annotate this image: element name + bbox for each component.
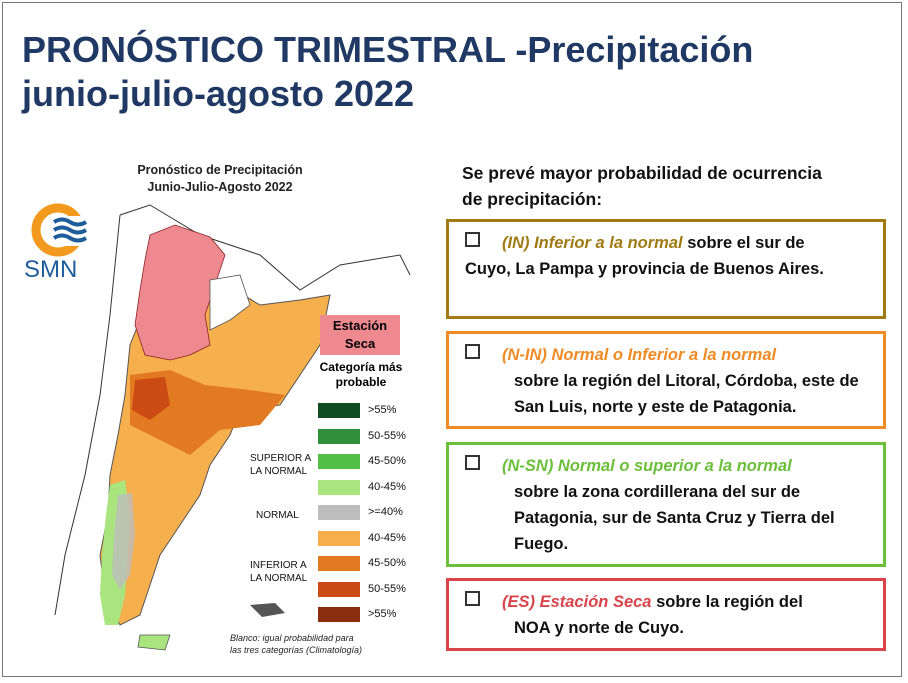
- legend-label: 40-45%: [368, 480, 406, 493]
- footnote-line-1: Blanco: igual probabilidad para: [230, 633, 354, 643]
- legend-heading-line-2: probable: [335, 375, 387, 389]
- group-superior-line-1: SUPERIOR A: [250, 453, 312, 464]
- smn-logo-icon: [31, 203, 94, 257]
- forecast-text-rest: sobre la región del Litoral, Córdoba, es…: [514, 372, 859, 416]
- footnote-line-2: las tres categorías (Climatología): [230, 645, 363, 655]
- group-superior-line-2: LA NORMAL: [250, 466, 308, 477]
- page-title: PRONÓSTICO TRIMESTRAL -Precipitación jun…: [22, 28, 753, 116]
- forecast-intro: Se prevé mayor probabilidad de ocurrenci…: [462, 160, 882, 212]
- region-inferior-50-55: [132, 377, 170, 420]
- legend-label: >=40%: [368, 506, 403, 518]
- region-inferior-45-50: [130, 370, 285, 455]
- argentina-forecast-map: [54, 204, 411, 651]
- islas-malvinas-shape: [250, 603, 285, 617]
- forecast-box-normal-inferior: (N-IN) Normal o Inferior a la normal sob…: [446, 331, 886, 429]
- region-climatologia: [209, 274, 251, 331]
- region-estacion-seca: [134, 224, 226, 361]
- forecast-box-inferior: (IN) Inferior a la normal sobre el sur d…: [446, 219, 886, 319]
- forecast-text-rest: Cuyo, La Pampa y provincia de Buenos Air…: [465, 260, 824, 278]
- forecast-text-first: sobre el sur de: [682, 234, 805, 252]
- forecast-tag: (ES) Estación Seca: [502, 593, 652, 611]
- forecast-text-rest: NOA y norte de Cuyo.: [514, 619, 684, 637]
- region-tierra-del-fuego: [137, 634, 171, 651]
- forecast-box-normal-superior: (N-SN) Normal o superior a la normal sob…: [446, 442, 886, 567]
- legend-swatch: [318, 581, 360, 597]
- legend-label: 50-55%: [368, 429, 406, 442]
- legend-label: 45-50%: [368, 455, 406, 467]
- group-inferior-line-1: INFERIOR A: [250, 560, 307, 571]
- forecast-box-estacion-seca: (ES) Estación Seca sobre la región del N…: [446, 578, 886, 651]
- intro-line-1: Se prevé mayor probabilidad de ocurrenci…: [462, 163, 822, 183]
- checkbox-icon: [465, 232, 480, 247]
- map-title-line-1: Pronóstico de Precipitación: [137, 163, 303, 177]
- legend-swatch: [318, 428, 360, 444]
- legend-swatch: [318, 479, 360, 495]
- forecast-tag: (IN) Inferior a la normal: [502, 234, 683, 252]
- forecast-text-first: sobre la región del: [651, 593, 803, 611]
- legend-swatch: [318, 530, 360, 546]
- title-line-1: PRONÓSTICO TRIMESTRAL -Precipitación: [22, 29, 754, 70]
- legend-swatch: [318, 505, 360, 520]
- border-lines: [119, 204, 411, 291]
- legend-label: >55%: [368, 608, 397, 620]
- legend-swatch: [318, 454, 360, 469]
- legend-group-normal: NORMAL: [256, 510, 299, 521]
- legend-group-superior: SUPERIOR A LA NORMAL: [250, 452, 311, 478]
- legend-swatch: [318, 607, 360, 622]
- slide-frame: [2, 2, 902, 677]
- seca-line-2: Seca: [344, 336, 376, 351]
- region-normal-inferior: [99, 274, 331, 626]
- legend-heading-line-1: Categoría más: [319, 360, 403, 374]
- chile-border-line: [54, 214, 121, 616]
- forecast-text-rest: sobre la zona cordillerana del sur de Pa…: [514, 483, 835, 553]
- smn-logo-text: SMN: [24, 256, 78, 283]
- legend-label: 50-55%: [368, 582, 406, 595]
- legend-swatch: [318, 403, 360, 418]
- map-title-line-2: Junio-Julio-Agosto 2022: [147, 180, 293, 194]
- checkbox-icon: [465, 344, 480, 359]
- legend-label: >55%: [368, 404, 397, 416]
- map-title: Pronóstico de Precipitación Junio-Julio-…: [105, 162, 335, 196]
- legend-label: 45-50%: [368, 557, 406, 569]
- legend-group-inferior: INFERIOR A LA NORMAL: [250, 559, 307, 585]
- map-footnote: Blanco: igual probabilidad para las tres…: [230, 632, 362, 656]
- seca-line-1: Estación: [332, 318, 388, 333]
- checkbox-icon: [465, 591, 480, 606]
- checkbox-icon: [465, 455, 480, 470]
- legend-label: 40-45%: [368, 531, 406, 544]
- forecast-tag: (N-SN) Normal o superior a la normal: [502, 457, 792, 475]
- forecast-tag: (N-IN) Normal o Inferior a la normal: [502, 346, 777, 364]
- estacion-seca-label: Estación Seca: [320, 315, 400, 355]
- intro-line-2: de precipitación:: [462, 189, 603, 209]
- title-line-2: junio-julio-agosto 2022: [22, 73, 415, 114]
- legend-swatch: [318, 556, 360, 571]
- region-normal: [112, 493, 135, 590]
- group-inferior-line-2: LA NORMAL: [250, 573, 308, 584]
- legend-heading: Categoría más probable: [306, 360, 416, 390]
